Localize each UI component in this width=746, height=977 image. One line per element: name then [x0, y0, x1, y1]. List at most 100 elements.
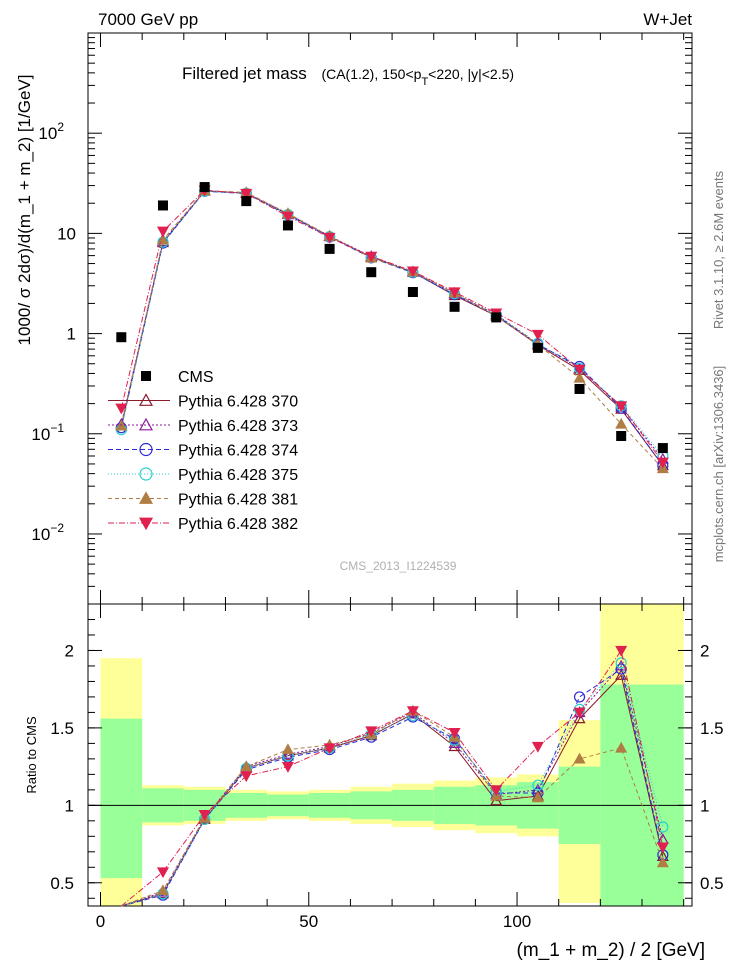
- ratio-point-5-8: [448, 727, 461, 739]
- band-green-13: [642, 684, 684, 906]
- ratio-ytick-label-right-3: 0.5: [700, 874, 724, 893]
- legend: CMS Pythia 6.428 370 Pythia 6.428 373 Pythi…: [108, 369, 298, 533]
- side-rivet-text: Rivet 3.1.10, ≥ 2.6M events: [711, 170, 726, 329]
- main-point-4-1: [156, 233, 169, 245]
- main-ytick-label-4: 10−2: [31, 521, 64, 544]
- cms-data-point-8: [449, 301, 460, 312]
- ratio-point-5-1: [156, 867, 169, 879]
- ratio-point-5-10: [531, 741, 544, 753]
- ratio-point-0-12: [615, 669, 628, 680]
- main-point-5-8: [448, 287, 461, 299]
- ratio-plot-frame: [87, 603, 693, 907]
- main-point-5-6: [365, 251, 378, 263]
- main-point-5-11: [573, 364, 586, 376]
- legend-marker-1: [138, 417, 154, 431]
- ratio-point-5-2: [198, 810, 211, 821]
- ratio-point-5-11: [573, 707, 586, 719]
- legend-label-1: Pythia 6.428 373: [178, 418, 298, 435]
- cms-data-point-2: [199, 182, 210, 193]
- ratio-series-layer: [121, 645, 669, 907]
- ratio-series-line-2: [121, 668, 664, 907]
- ratio-y-axis-label: Ratio to CMS: [24, 716, 39, 794]
- cms-data-point-9: [491, 312, 502, 323]
- legend-label-5: Pythia 6.428 382: [178, 516, 298, 533]
- ratio-point-0-8: [448, 740, 461, 752]
- main-ytick-base-0: 10: [38, 124, 57, 143]
- ratio-point-3-10: [532, 779, 544, 791]
- legend-label-3: Pythia 6.428 375: [178, 467, 298, 484]
- ratio-point-5-3: [240, 771, 253, 783]
- ratio-point-2-12: [615, 663, 627, 675]
- main-point-5-7: [406, 266, 419, 278]
- x-tick-label-2: 100: [503, 912, 531, 931]
- title-sub-t: T: [421, 76, 428, 88]
- title-sub-a: (CA(1.2), 150<p: [321, 66, 421, 82]
- band-green-0: [100, 718, 143, 879]
- x-tick-label-0: 0: [96, 912, 105, 931]
- legend-label-0: Pythia 6.428 370: [178, 394, 298, 411]
- title-sub-b: <220, |y|<2.5): [428, 66, 514, 82]
- ratio-series-line-1: [121, 664, 664, 907]
- cms-data-point-4: [282, 220, 293, 231]
- main-ytick-base-4: 10: [31, 525, 50, 544]
- main-point-5-10: [531, 329, 544, 341]
- ratio-point-5-5: [323, 743, 336, 755]
- band-green-12: [600, 684, 643, 906]
- main-point-5-4: [281, 211, 294, 223]
- ratio-point-4-13: [656, 856, 669, 868]
- main-ytick-base-1: 10: [57, 224, 76, 243]
- legend-cms-label: CMS: [178, 369, 214, 386]
- main-ytick-label-1: 10: [57, 224, 76, 243]
- main-point-5-12: [615, 401, 628, 413]
- main-ytick-exp-3: −1: [50, 421, 64, 435]
- legend-cms-marker: [141, 371, 151, 381]
- ratio-point-2-11: [573, 691, 586, 703]
- main-point-4-11: [573, 371, 586, 383]
- legend-marker-0: [138, 393, 154, 406]
- watermark: CMS_2013_I1224539: [340, 559, 457, 573]
- x-tick-label-1: 50: [299, 912, 318, 931]
- cms-data-point-5: [324, 243, 335, 254]
- cms-data-point-12: [616, 431, 627, 442]
- ratio-point-4-3: [240, 760, 253, 772]
- ratio-point-3-13: [657, 821, 669, 833]
- ratio-point-5-6: [365, 726, 378, 738]
- cms-data-point-1: [157, 200, 168, 211]
- side-mcplots-text: mcplots.cern.ch [arXiv:1306.3436]: [711, 366, 726, 563]
- main-ytick-exp-4: −2: [50, 521, 64, 535]
- cms-data-point-10: [532, 342, 543, 353]
- cms-data-point-3: [241, 196, 252, 207]
- ratio-point-3-12: [615, 657, 627, 669]
- header-right: W+Jet: [643, 10, 692, 29]
- cms-data-point-11: [574, 383, 585, 394]
- ratio-series-line-5: [121, 649, 664, 907]
- ratio-ytick-label-left-1: 1.5: [50, 719, 74, 738]
- ratio-point-5-12: [615, 645, 628, 657]
- main-ytick-exp-0: 2: [57, 120, 64, 134]
- plot-title: Filtered jet mass (CA(1.2), 150<pT<220, …: [182, 64, 514, 88]
- main-ytick-label-0: 102: [38, 120, 64, 143]
- main-point-5-0: [115, 403, 128, 415]
- header-left: 7000 GeV pp: [98, 10, 198, 29]
- main-ytick-label-2: 1: [67, 325, 76, 344]
- main-point-5-5: [323, 232, 336, 244]
- ratio-point-4-4: [281, 743, 294, 755]
- main-point-5-3: [240, 188, 253, 200]
- main-y-axis-label: 1000/ σ 2dσ)/d(m_1 + m_2) [1/GeV]: [15, 75, 34, 346]
- legend-marker-2: [139, 442, 153, 457]
- ratio-ytick-label-left-0: 2: [65, 641, 74, 660]
- main-point-5-1: [156, 226, 169, 238]
- main-series-layer: [115, 182, 669, 474]
- main-series-line-5: [120, 189, 664, 463]
- ratio-ytick-label-left-2: 1: [65, 796, 74, 815]
- cms-data-point-0: [116, 332, 127, 343]
- legend-label-4: Pythia 6.428 381: [178, 492, 298, 509]
- ratio-point-5-7: [406, 706, 419, 718]
- x-axis-label: (m_1 + m_2) / 2 [GeV]: [517, 940, 706, 961]
- legend-marker-3: [139, 467, 153, 481]
- ratio-series-line-4: [121, 710, 664, 907]
- main-series-line-3: [120, 190, 664, 457]
- legend-label-2: Pythia 6.428 374: [178, 443, 298, 460]
